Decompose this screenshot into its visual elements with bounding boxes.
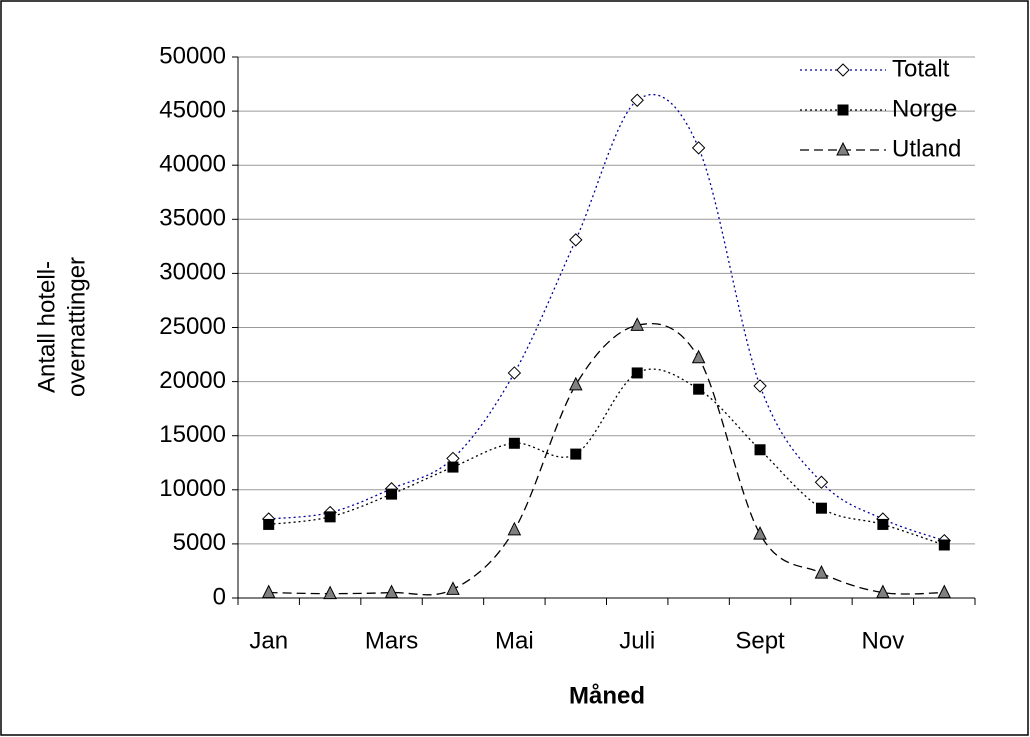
marker (261, 584, 276, 599)
y-axis-title: overnattinger (63, 257, 90, 397)
y-tick-label: 5000 (173, 529, 226, 556)
x-tick-label: Jan (249, 627, 288, 654)
marker (814, 475, 829, 489)
marker (876, 584, 890, 599)
legend-marker (836, 63, 850, 77)
marker (507, 521, 522, 536)
legend-label: Totalt (892, 55, 950, 82)
marker (877, 518, 889, 530)
marker (446, 581, 460, 595)
y-tick-label: 40000 (159, 151, 226, 178)
marker (691, 349, 706, 364)
marker (693, 383, 705, 395)
marker (631, 367, 643, 379)
marker (447, 461, 459, 473)
y-tick-label: 50000 (159, 42, 226, 69)
marker (938, 539, 950, 551)
marker (937, 584, 952, 599)
y-tick-label: 30000 (159, 259, 226, 286)
y-tick-label: 0 (213, 583, 226, 610)
marker (569, 233, 583, 247)
y-axis-title: Antall hotell- (33, 261, 60, 393)
marker (384, 584, 399, 599)
legend-marker (837, 104, 849, 116)
y-tick-label: 25000 (159, 313, 226, 340)
y-tick-label: 20000 (159, 367, 226, 394)
marker (753, 379, 767, 393)
marker (691, 141, 706, 155)
y-tick-label: 35000 (159, 205, 226, 232)
marker (814, 564, 829, 579)
marker (815, 502, 827, 514)
marker (263, 518, 275, 530)
marker (507, 366, 522, 380)
marker (323, 585, 337, 600)
marker (568, 376, 583, 391)
x-tick-label: Juli (619, 627, 655, 654)
legend-label: Utland (892, 135, 961, 162)
legend-label: Norge (892, 95, 957, 122)
marker (324, 511, 336, 523)
marker (630, 317, 645, 331)
marker (753, 526, 767, 540)
x-tick-label: Mars (365, 627, 418, 654)
x-axis-title: Måned (569, 682, 645, 709)
x-tick-label: Nov (862, 627, 905, 654)
marker (508, 437, 520, 449)
marker (754, 444, 766, 456)
marker (386, 488, 398, 500)
marker (630, 93, 644, 107)
marker (570, 448, 582, 460)
y-tick-label: 15000 (159, 421, 226, 448)
y-tick-label: 45000 (159, 96, 226, 123)
y-tick-label: 10000 (159, 475, 226, 502)
x-tick-label: Sept (735, 627, 785, 654)
x-tick-label: Mai (495, 627, 534, 654)
legend-marker (836, 141, 850, 156)
